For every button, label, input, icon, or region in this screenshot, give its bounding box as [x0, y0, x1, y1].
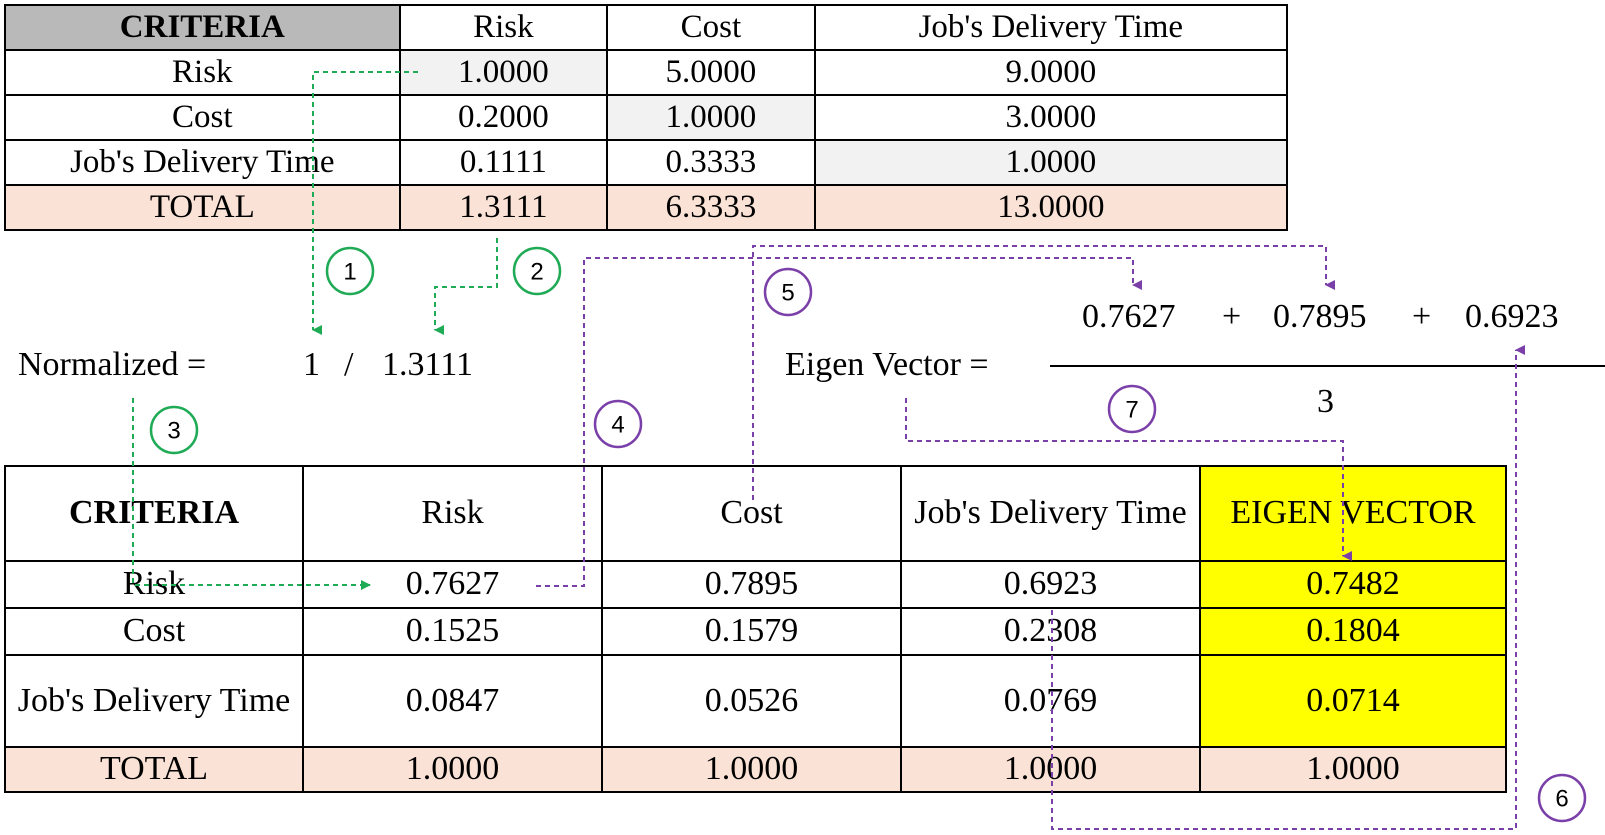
column-header-risk: Risk [398, 4, 609, 51]
row-label: Job's Delivery Time [4, 139, 401, 186]
table-cell: 0.2000 [398, 94, 609, 141]
step-3-number: 3 [167, 418, 180, 445]
table-cell: 0.3333 [606, 139, 816, 186]
eigen-denominator: 3 [1317, 383, 1334, 420]
total-cell: 1.0000 [900, 746, 1201, 793]
total-label: TOTAL [4, 746, 304, 793]
plus-sign: + [1222, 298, 1242, 335]
table-cell: 0.6923 [900, 560, 1201, 609]
step-5-number: 5 [781, 280, 794, 307]
total-cell: 1.0000 [1199, 746, 1507, 793]
table-row: Cost 0.1525 0.1579 0.2308 0.1804 [4, 607, 1507, 656]
step-2-number: 2 [530, 259, 543, 286]
table-row: Risk 0.7627 0.7895 0.6923 0.7482 [4, 560, 1507, 609]
total-cell: 6.3333 [606, 184, 816, 231]
step-4-number: 4 [611, 412, 624, 439]
total-row: TOTAL 1.0000 1.0000 1.0000 1.0000 [4, 746, 1507, 793]
table-cell: 0.2308 [900, 607, 1201, 656]
table-cell: 1.0000 [813, 139, 1289, 186]
total-cell: 13.0000 [813, 184, 1289, 231]
step-6-marker [1537, 773, 1587, 823]
eigen-term-delivery: 0.6923 [1465, 298, 1559, 335]
row-label: Cost [4, 94, 401, 141]
step-5-marker [763, 267, 813, 317]
table-cell: 9.0000 [813, 49, 1289, 96]
row-label: Job's Delivery Time [4, 654, 304, 748]
row-label: Risk [4, 560, 304, 609]
total-cell: 1.0000 [601, 746, 902, 793]
eigen-vector-label: Eigen Vector = [785, 346, 989, 383]
table-row: Job's Delivery Time 0.0847 0.0526 0.0769… [4, 654, 1507, 748]
step-6-number: 6 [1555, 786, 1568, 813]
column-header-delivery-time: Job's Delivery Time [813, 4, 1289, 51]
table-cell: 1.0000 [606, 94, 816, 141]
step-2-marker [512, 246, 562, 296]
step-1-number: 1 [343, 259, 356, 286]
eigen-term-cost: 0.7895 [1273, 298, 1367, 335]
connector-step-2 [434, 238, 498, 335]
eigen-term-risk: 0.7627 [1082, 298, 1176, 335]
row-label: Risk [4, 49, 401, 96]
pairwise-comparison-table: CRITERIA Risk Cost Job's Delivery Time R… [4, 4, 1289, 231]
eigen-cell: 0.1804 [1199, 607, 1507, 656]
fraction-bar [1050, 365, 1605, 367]
table-cell: 0.1525 [302, 607, 603, 656]
step-7-marker [1107, 384, 1157, 434]
column-header-risk: Risk [302, 465, 603, 562]
eigen-cell: 0.7482 [1199, 560, 1507, 609]
total-row: TOTAL 1.3111 6.3333 13.0000 [4, 184, 1289, 231]
criteria-header: CRITERIA [4, 4, 401, 51]
table-cell: 0.0526 [601, 654, 902, 748]
criteria-header: CRITERIA [4, 465, 304, 562]
normalized-numerator: 1 [303, 346, 320, 383]
normalized-divider: / [344, 346, 354, 383]
column-header-cost: Cost [601, 465, 902, 562]
total-label: TOTAL [4, 184, 401, 231]
table-cell: 0.0769 [900, 654, 1201, 748]
table-cell: 5.0000 [606, 49, 816, 96]
normalized-matrix-table: CRITERIA Risk Cost Job's Delivery Time E… [4, 465, 1507, 793]
table-cell: 3.0000 [813, 94, 1289, 141]
table-cell: 0.1579 [601, 607, 902, 656]
column-header-eigen-vector: EIGEN VECTOR [1199, 465, 1507, 562]
step-3-marker [149, 405, 199, 455]
table-row: Risk 1.0000 5.0000 9.0000 [4, 49, 1289, 96]
table-header-row: CRITERIA Risk Cost Job's Delivery Time [4, 4, 1289, 51]
plus-sign: + [1412, 298, 1432, 335]
table-cell: 0.7895 [601, 560, 902, 609]
eigen-cell: 0.0714 [1199, 654, 1507, 748]
total-cell: 1.0000 [302, 746, 603, 793]
table-row: Job's Delivery Time 0.1111 0.3333 1.0000 [4, 139, 1289, 186]
table-cell: 0.0847 [302, 654, 603, 748]
step-4-marker [593, 399, 643, 449]
column-header-cost: Cost [606, 4, 816, 51]
table-cell: 1.0000 [398, 49, 609, 96]
row-label: Cost [4, 607, 304, 656]
step-7-number: 7 [1125, 397, 1138, 424]
table-cell: 0.7627 [302, 560, 603, 609]
step-1-marker [325, 246, 375, 296]
table-row: Cost 0.2000 1.0000 3.0000 [4, 94, 1289, 141]
total-cell: 1.3111 [398, 184, 609, 231]
normalized-denominator: 1.3111 [382, 346, 473, 383]
column-header-delivery-time: Job's Delivery Time [900, 465, 1201, 562]
table-header-row: CRITERIA Risk Cost Job's Delivery Time E… [4, 465, 1507, 562]
normalized-label: Normalized = [18, 346, 207, 383]
table-cell: 0.1111 [398, 139, 609, 186]
